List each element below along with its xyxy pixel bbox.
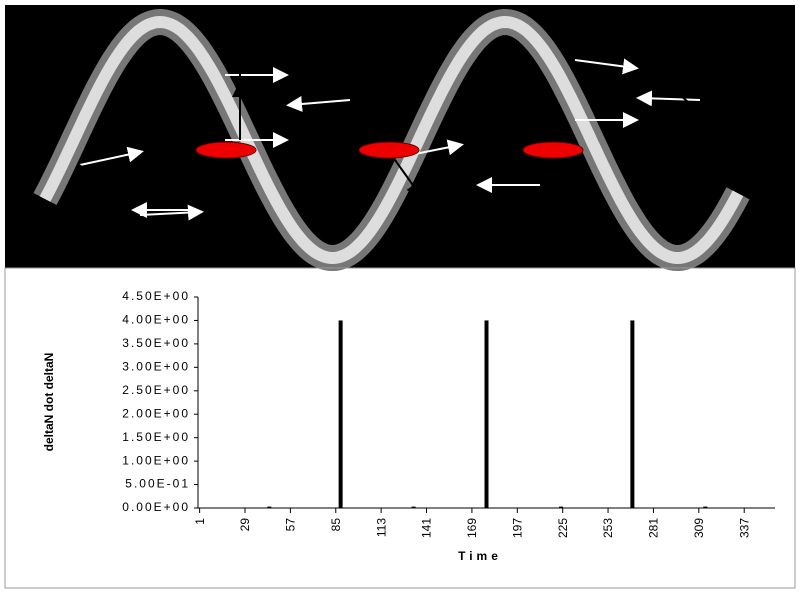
force-arrow [636, 90, 701, 107]
bar [559, 506, 564, 508]
force-arrow [139, 204, 204, 221]
x-tick-label: 85 [329, 518, 343, 532]
x-tick-label: 337 [737, 518, 751, 538]
bar [703, 506, 708, 508]
y-tick-label: 3.50E+00 [122, 336, 190, 350]
y-tick-label: 2.00E+00 [122, 406, 190, 420]
x-tick-label: 281 [647, 518, 661, 538]
normal-arrow [394, 159, 423, 199]
y-tick-label: 2.50E+00 [122, 383, 190, 397]
x-tick-label: 169 [465, 518, 479, 538]
bar [484, 320, 489, 508]
bar [338, 320, 343, 508]
force-arrow [409, 139, 464, 156]
y-tick-label: 4.50E+00 [122, 289, 190, 303]
y-tick-label: 4.00E+00 [122, 313, 190, 327]
x-tick-label: 253 [601, 518, 615, 538]
normal-arrow [299, 24, 338, 79]
x-tick-label: 309 [692, 518, 706, 538]
force-arrow [574, 58, 639, 75]
y-tick-label: 5.00E-01 [125, 477, 190, 491]
force-arrow [79, 146, 144, 166]
red-marker [195, 141, 257, 159]
helix-ribbon-highlight [39, 15, 744, 265]
y-tick-label: 1.50E+00 [122, 430, 190, 444]
x-tick-label: 225 [556, 518, 570, 538]
chart-frame [4, 267, 796, 589]
bar [267, 506, 272, 508]
y-axis-label: deltaN dot deltaN [42, 353, 56, 452]
x-axis-label: Time [458, 549, 502, 563]
bar [411, 506, 416, 508]
force-arrow [286, 96, 351, 112]
y-tick-label: 3.00E+00 [122, 360, 190, 374]
y-tick-label: 1.00E+00 [122, 453, 190, 467]
bar [630, 320, 635, 508]
helix [33, 8, 750, 272]
y-tick-label: 0.00E+00 [122, 500, 190, 514]
x-tick-label: 57 [284, 518, 298, 532]
normal-arrow [79, 164, 103, 199]
x-tick-label: 29 [238, 518, 252, 532]
x-tick-label: 1 [193, 518, 207, 525]
normal-arrow [679, 94, 724, 133]
x-tick-label: 197 [510, 518, 524, 538]
x-tick-label: 113 [374, 518, 388, 537]
red-marker [358, 141, 420, 159]
red-marker [522, 141, 584, 159]
x-tick-label: 141 [420, 518, 434, 538]
